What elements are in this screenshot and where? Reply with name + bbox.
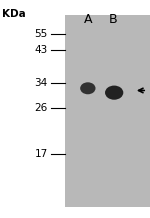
Text: 34: 34: [34, 78, 48, 88]
Ellipse shape: [80, 82, 96, 94]
Text: A: A: [84, 13, 92, 26]
Text: KDa: KDa: [2, 9, 26, 19]
Ellipse shape: [105, 86, 123, 100]
Text: 26: 26: [34, 103, 48, 113]
Text: 17: 17: [34, 149, 48, 159]
Text: B: B: [109, 13, 118, 26]
FancyBboxPatch shape: [65, 15, 150, 207]
Text: 55: 55: [34, 29, 48, 39]
Text: 43: 43: [34, 45, 48, 55]
